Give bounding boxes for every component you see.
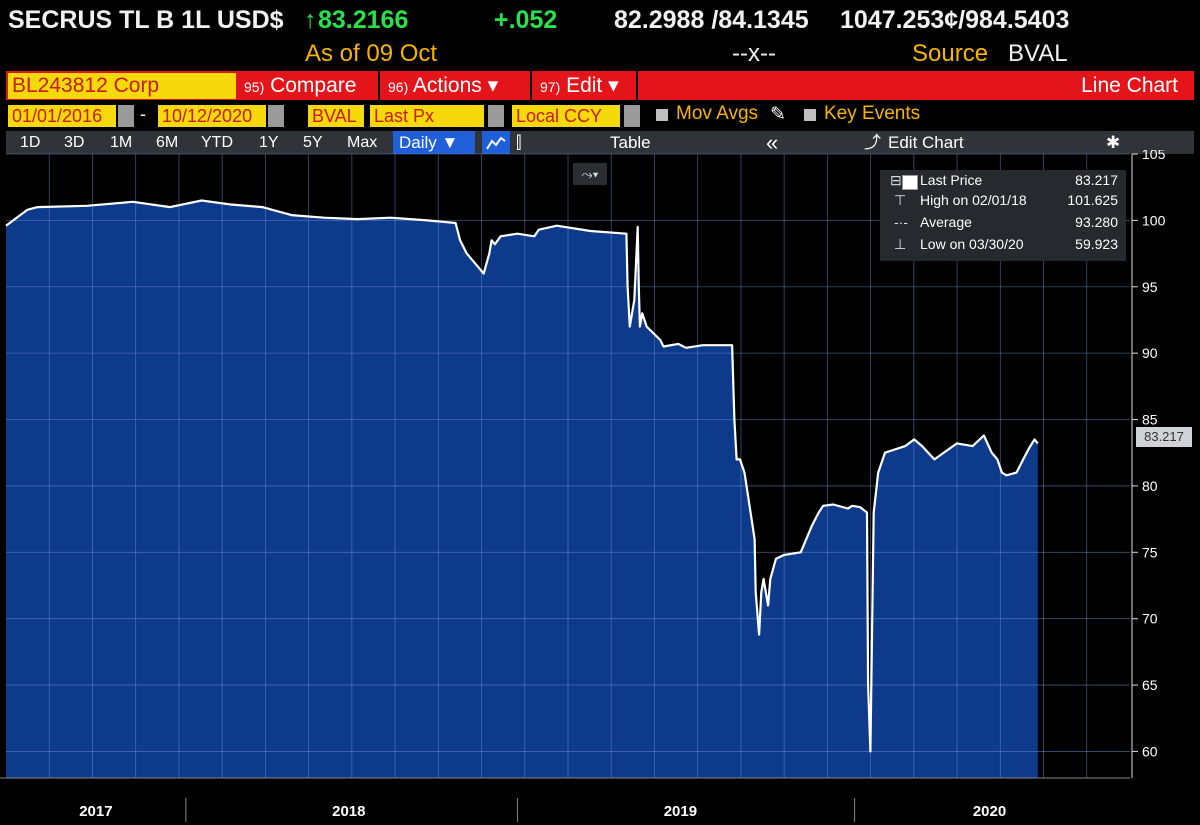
gear-icon[interactable]: ✱ <box>1106 133 1121 152</box>
bid-ask: 82.2988 /84.1345 <box>614 6 809 34</box>
chart-style-icon[interactable]: ⤳▾ <box>573 163 607 185</box>
legend-average-value: 93.280 <box>1075 214 1118 230</box>
legend-last-label: Last Price <box>920 172 983 188</box>
legend-low-value: 59.923 <box>1075 236 1118 252</box>
end-date-field[interactable]: 10/12/2020 <box>158 105 266 127</box>
legend-panel: ⊟ Last Price 83.217 ⊤ High on 02/01/18 1… <box>880 170 1126 261</box>
mid-indicator: --x-- <box>732 40 776 67</box>
last-price-tag: 83.217 <box>1136 427 1192 447</box>
high-marker-icon: ⊤ <box>894 192 907 208</box>
legend-last: ⊟ Last Price 83.217 <box>880 172 1126 192</box>
chart-type-label: Line Chart <box>1081 74 1178 97</box>
legend-high-label: High on 02/01/18 <box>920 192 1027 208</box>
mov-avgs-label[interactable]: Mov Avgs <box>676 103 759 124</box>
x-tick-label: 2018 <box>332 803 365 820</box>
mov-avgs-checkbox[interactable] <box>656 109 668 121</box>
calendar-icon[interactable] <box>268 105 284 127</box>
period-1d[interactable]: 1D <box>20 134 41 151</box>
y-tick-label: 85 <box>1142 412 1158 428</box>
y-tick-label: 95 <box>1142 279 1158 295</box>
price-line <box>5 199 1039 753</box>
compare-label: Compare <box>270 74 357 97</box>
x-tick-label: 2017 <box>79 803 112 820</box>
period-ytd[interactable]: YTD <box>201 134 233 151</box>
legend-average: -·- Average 93.280 <box>880 214 1126 234</box>
legend-average-label: Average <box>920 214 972 230</box>
period-5y[interactable]: 5Y <box>303 134 323 151</box>
period-6m[interactable]: 6M <box>156 134 179 151</box>
x-axis-band <box>0 778 1200 825</box>
last-price: 83.2166 <box>318 6 409 34</box>
y-tick-label: 105 <box>1142 150 1166 162</box>
period-max[interactable]: Max <box>347 134 378 151</box>
legend-low: ⊥ Low on 03/30/20 59.923 <box>880 236 1126 256</box>
actions-number: 96) <box>388 79 409 95</box>
chart-toolbar <box>6 131 1194 154</box>
x-tick-label: 2020 <box>973 803 1006 820</box>
collapse-icon[interactable]: « <box>766 130 779 155</box>
price-area <box>6 200 1038 778</box>
start-date-field[interactable]: 01/01/2016 <box>8 105 116 127</box>
y-tick-label: 75 <box>1142 544 1158 560</box>
key-events-checkbox[interactable] <box>804 109 816 121</box>
dropdown-arrow-icon[interactable] <box>488 105 504 127</box>
legend-high: ⊤ High on 02/01/18 101.625 <box>880 192 1126 212</box>
frequency-select[interactable]: Daily ▼ <box>393 131 475 154</box>
compare-button[interactable]: 95) Compare <box>238 71 380 100</box>
y-tick-label: 90 <box>1142 345 1158 361</box>
price-field-select[interactable]: Last Px <box>370 105 484 127</box>
calendar-icon[interactable] <box>118 105 134 127</box>
y-tick-label: 65 <box>1142 677 1158 693</box>
y-tick-label: 60 <box>1142 743 1158 759</box>
x-tick-label: 2019 <box>664 803 697 820</box>
actions-button[interactable]: 96) Actions ▾ <box>382 71 532 100</box>
date-separator: - <box>140 104 146 124</box>
edit-button[interactable]: 97) Edit ▾ <box>534 71 638 100</box>
table-button[interactable]: Table <box>610 133 651 152</box>
average-marker-icon: -·- <box>894 214 908 230</box>
source-value: BVAL <box>1008 40 1068 67</box>
security-field[interactable]: BL243812 Corp <box>8 73 236 99</box>
edit-label: Edit ▾ <box>566 74 619 97</box>
line-chart-icon[interactable] <box>482 131 510 154</box>
security-ticker: SECRUS TL B 1L USD$ <box>8 6 284 34</box>
period-1m[interactable]: 1M <box>110 134 133 151</box>
period-3d[interactable]: 3D <box>64 134 85 151</box>
edit-number: 97) <box>540 79 561 95</box>
source-label: Source <box>912 40 989 67</box>
edit-chart-button[interactable]: Edit Chart <box>888 133 964 152</box>
period-1y[interactable]: 1Y <box>259 134 279 151</box>
actions-label: Actions ▾ <box>412 74 499 97</box>
key-events-label[interactable]: Key Events <box>824 103 921 124</box>
collapse-box-icon[interactable]: ⊟ <box>890 172 902 188</box>
legend-low-label: Low on 03/30/20 <box>920 236 1024 252</box>
up-arrow-icon: ↑ <box>304 6 317 34</box>
candlestick-icon[interactable]: ⫿ <box>516 133 522 152</box>
swatch-icon <box>902 175 918 190</box>
y-tick-label: 80 <box>1142 478 1158 494</box>
legend-high-value: 101.625 <box>1067 192 1118 208</box>
y-tick-label: 70 <box>1142 611 1158 627</box>
bid-ask-size: 1047.253¢/984.5403 <box>840 6 1070 34</box>
compare-number: 95) <box>244 79 265 95</box>
legend-last-value: 83.217 <box>1075 172 1118 188</box>
as-of-date: As of 09 Oct <box>305 40 438 67</box>
pencil-icon[interactable]: ✎ <box>770 104 786 125</box>
price-change: +.052 <box>494 6 558 34</box>
dropdown-arrow-icon[interactable] <box>624 105 640 127</box>
low-marker-icon: ⊥ <box>894 236 907 252</box>
currency-select[interactable]: Local CCY <box>512 105 620 127</box>
pricing-source-field[interactable]: BVAL <box>308 105 364 127</box>
y-tick-label: 100 <box>1142 212 1166 228</box>
chart-settings-icon[interactable]: ⤴ <box>864 133 881 152</box>
